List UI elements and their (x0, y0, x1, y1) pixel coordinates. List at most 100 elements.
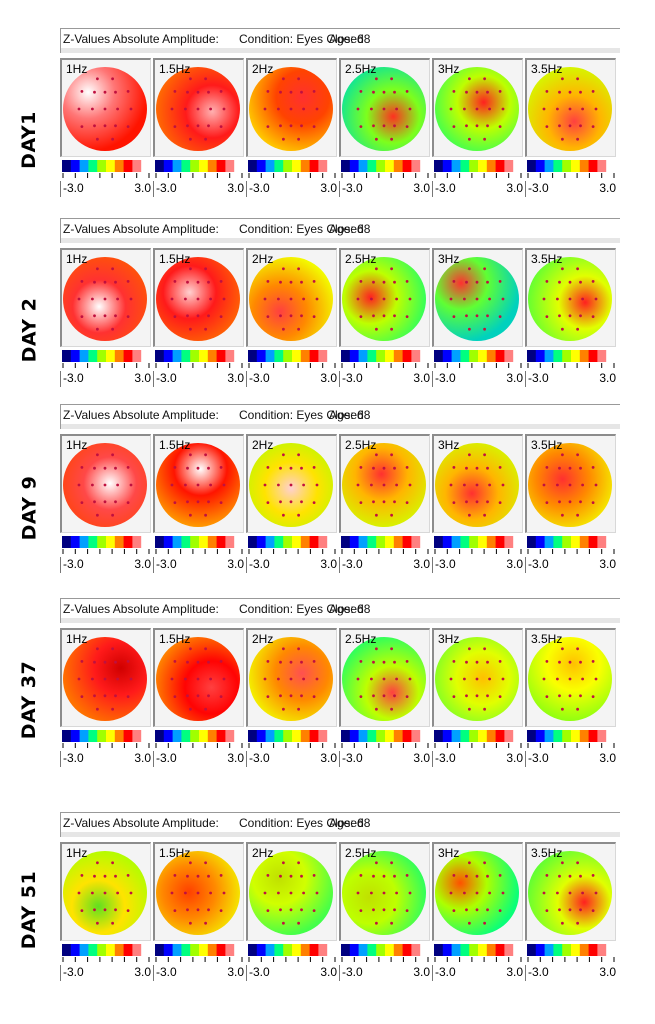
electrode-dot (103, 677, 107, 681)
frequency-label: 2Hz (252, 438, 274, 452)
topomap-cell[interactable]: 1Hz -3.0 3.0 (60, 248, 152, 398)
electrode-dot (189, 513, 192, 517)
color-scale-swatch (300, 730, 311, 742)
color-scale-swatch (327, 350, 336, 362)
topomap-cell[interactable]: 1.5Hz -3.0 3.0 (153, 248, 245, 398)
electrode-dot (382, 677, 386, 681)
electrode-dot (405, 90, 409, 93)
color-scale-swatch (562, 160, 572, 172)
color-scale-swatch (544, 944, 554, 956)
electrode-dot (468, 861, 471, 865)
electrode-dot (111, 707, 114, 711)
color-scale-swatch (504, 944, 514, 956)
electrode-dot (312, 466, 316, 469)
topomap-cell[interactable]: 2Hz -3.0 3.0 (246, 248, 338, 398)
scale-range: -3.0 3.0 (525, 751, 618, 767)
topomap-cell[interactable]: 1.5Hz -3.0 3.0 (153, 434, 245, 584)
electrode-dot (282, 137, 285, 141)
day-label: DAY 37 (12, 640, 46, 760)
electrode-dot (80, 125, 84, 128)
electrode-dot (114, 280, 117, 284)
electrode-dot (266, 315, 270, 318)
topomap-cell[interactable]: 2.5Hz -3.0 3.0 (339, 434, 431, 584)
electrode-dot (289, 314, 293, 318)
scale-min: -3.0 (435, 751, 456, 765)
topomap-cell[interactable]: 2.5Hz -3.0 3.0 (339, 842, 431, 992)
color-scale-bar (434, 160, 522, 172)
topomap-cell[interactable]: 1Hz -3.0 3.0 (60, 842, 152, 992)
topomap-cell[interactable]: 1Hz -3.0 3.0 (60, 434, 152, 584)
electrode-dot (591, 660, 595, 663)
electrode-dot (289, 908, 293, 912)
color-scale-swatch (225, 730, 235, 742)
topomap-cell[interactable]: 1.5Hz -3.0 3.0 (153, 842, 245, 992)
topomap-cell[interactable]: 1Hz -3.0 3.0 (60, 58, 152, 208)
topomap-cell[interactable]: 2Hz -3.0 3.0 (246, 58, 338, 208)
topomap-cell[interactable]: 2Hz -3.0 3.0 (246, 842, 338, 992)
electrode-dot (359, 90, 363, 93)
electrode-dot (483, 137, 486, 141)
electrode-dot (375, 861, 378, 865)
electrode-dot (189, 861, 192, 865)
topomap-cell[interactable]: 3Hz -3.0 3.0 (432, 434, 524, 584)
topomap-cell[interactable]: 2.5Hz -3.0 3.0 (339, 628, 431, 778)
electrode-dot (475, 908, 479, 912)
electrode-dot (475, 660, 479, 664)
topomap-cell[interactable]: 2Hz -3.0 3.0 (246, 434, 338, 584)
color-scale-swatch (309, 536, 319, 548)
topomap-cell[interactable]: 2.5Hz -3.0 3.0 (339, 248, 431, 398)
topomap-cell[interactable]: 2.5Hz -3.0 3.0 (339, 58, 431, 208)
head-topomap (435, 851, 519, 935)
color-scale-swatch (411, 944, 421, 956)
electrode-dot (204, 861, 207, 865)
electrode-dot (483, 707, 486, 711)
topomap-cell[interactable]: 3Hz -3.0 3.0 (432, 628, 524, 778)
topomap-cell[interactable]: 3Hz -3.0 3.0 (432, 842, 524, 992)
color-scale-swatch (358, 730, 368, 742)
color-scale-swatch (411, 350, 421, 362)
electrode-dot (594, 297, 598, 301)
color-scale-swatch (234, 536, 243, 548)
electrode-dot (186, 280, 189, 284)
electrode-dot (370, 297, 373, 301)
electrode-dot (297, 861, 300, 865)
color-scale-ticks (155, 173, 243, 178)
scale-max: 3.0 (413, 371, 430, 385)
electrode-dot (300, 660, 303, 664)
electrode-dot (282, 647, 285, 651)
color-scale-swatch (571, 160, 581, 172)
color-scale-swatch (155, 350, 165, 362)
color-scale-bar (527, 350, 615, 362)
topomap-cell[interactable]: 3Hz -3.0 3.0 (432, 248, 524, 398)
electrode-dot (93, 908, 96, 912)
topomap-cell[interactable]: 3Hz -3.0 3.0 (432, 58, 524, 208)
topomap-cell[interactable]: 1.5Hz -3.0 3.0 (153, 628, 245, 778)
color-scale-ticks (62, 743, 150, 748)
color-scale-ticks (434, 549, 522, 554)
electrode-dot (498, 501, 502, 504)
electrode-dot (297, 77, 300, 81)
color-scale-swatch (181, 944, 191, 956)
electrode-dot (468, 453, 471, 457)
topomap-cell[interactable]: 2Hz -3.0 3.0 (246, 628, 338, 778)
topomap-cell[interactable]: 3.5Hz -3.0 3.0 (525, 248, 617, 398)
topomap-cell[interactable]: 1.5Hz -3.0 3.0 (153, 58, 245, 208)
electrode-dot (372, 660, 375, 664)
color-scale-bar (341, 350, 429, 362)
electrode-dot (395, 677, 398, 681)
topomap-cell[interactable]: 3.5Hz -3.0 3.0 (525, 58, 617, 208)
topomap-cell[interactable]: 3.5Hz -3.0 3.0 (525, 628, 617, 778)
topomap-cell[interactable]: 1Hz -3.0 3.0 (60, 628, 152, 778)
electrode-dot (393, 874, 396, 878)
electrode-dot (277, 483, 280, 487)
electrode-dot (449, 483, 453, 487)
color-scale-swatch (265, 944, 275, 956)
color-scale-swatch (606, 536, 615, 548)
electrode-dot (576, 707, 579, 711)
color-scale-swatch (451, 944, 461, 956)
frequency-label: 1.5Hz (159, 438, 191, 452)
color-scale-swatch (349, 536, 360, 548)
topomap-cell[interactable]: 3.5Hz -3.0 3.0 (525, 842, 617, 992)
topomap-cell[interactable]: 3.5Hz -3.0 3.0 (525, 434, 617, 584)
frequency-label: 1.5Hz (159, 252, 191, 266)
